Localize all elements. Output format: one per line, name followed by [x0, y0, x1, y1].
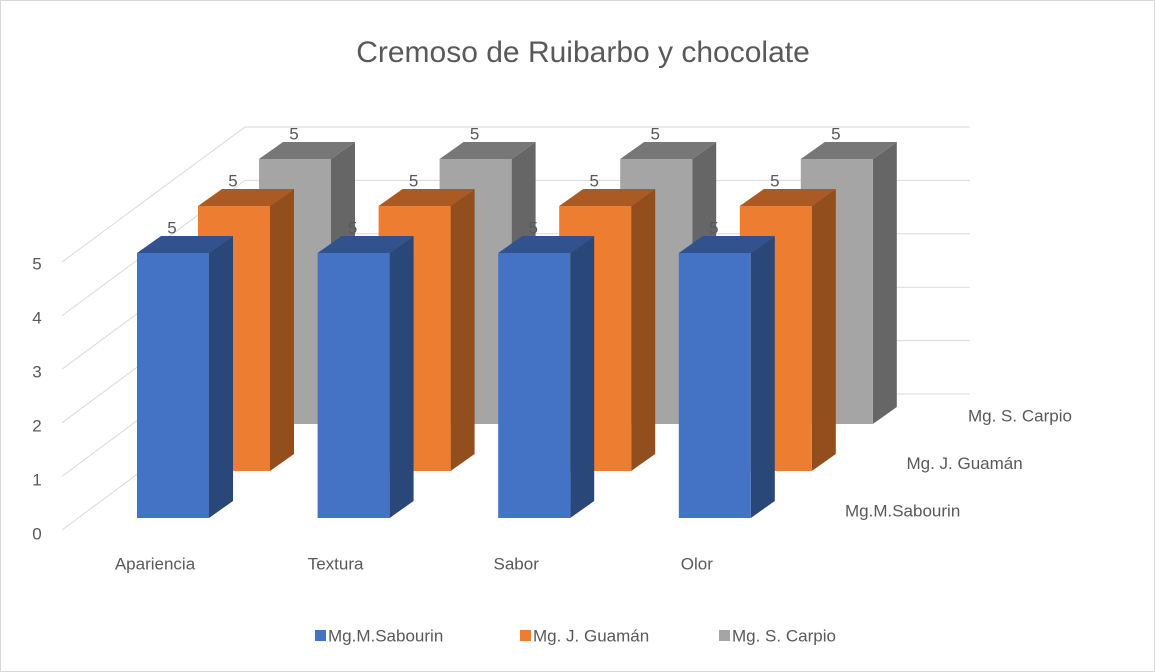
bar-top [800, 142, 897, 159]
data-label: 5 [167, 218, 176, 237]
data-label: 5 [831, 124, 840, 143]
y-tick-label: 0 [32, 524, 41, 543]
data-label: 5 [289, 124, 298, 143]
grid-line [61, 126, 970, 263]
x-tick-label: Textura [308, 554, 364, 573]
bar-side [570, 236, 595, 518]
y-tick-label: 3 [32, 362, 41, 381]
grid-line [61, 179, 970, 317]
depth-axis-label: Mg. J. Guamán [907, 454, 1023, 473]
data-label: 5 [409, 171, 418, 190]
legend-label: Mg.M.Sabourin [328, 626, 443, 645]
bar-front [137, 253, 209, 518]
bar-side [209, 236, 233, 518]
bar-top [739, 189, 836, 206]
bar-top [378, 189, 475, 206]
depth-axis-label: Mg. S. Carpio [968, 406, 1072, 425]
legend-label: Mg. J. Guamán [533, 626, 649, 645]
bar-front [498, 253, 571, 518]
data-label: 5 [650, 124, 659, 143]
bar-top [317, 236, 414, 253]
bar-top [498, 236, 595, 253]
y-tick-label: 5 [32, 254, 41, 273]
bar-top [439, 142, 536, 159]
y-tick-label: 2 [32, 416, 41, 435]
bar-top [259, 142, 355, 159]
bar-top [559, 189, 656, 206]
data-label: 5 [709, 218, 718, 237]
y-tick-label: 1 [32, 470, 41, 489]
depth-axis-label: Mg.M.Sabourin [845, 501, 960, 520]
bar-top [620, 142, 717, 159]
bar-front [317, 253, 390, 518]
data-label: 5 [528, 218, 537, 237]
bar-side [631, 189, 656, 471]
legend-swatch [520, 630, 531, 641]
bar-side [270, 189, 294, 471]
bar-side [389, 236, 414, 518]
bar [137, 236, 233, 518]
legend-label: Mg. S. Carpio [732, 626, 836, 645]
bar-top [137, 236, 233, 253]
bar-front [678, 253, 751, 518]
data-label: 5 [589, 171, 598, 190]
data-label: 5 [348, 218, 357, 237]
y-tick-label: 4 [32, 308, 41, 327]
x-tick-label: Sabor [494, 554, 540, 573]
data-label: 5 [228, 171, 237, 190]
data-label: 5 [770, 171, 779, 190]
bar-side [811, 189, 836, 471]
x-tick-label: Apariencia [115, 554, 196, 573]
bar-side [872, 142, 897, 424]
bar-top [198, 189, 294, 206]
bar-side [750, 236, 775, 518]
chart-title: Cremoso de Ruibarbo y chocolate [356, 36, 810, 69]
bar [317, 236, 414, 518]
legend-swatch [719, 630, 730, 641]
bar-side [450, 189, 475, 471]
data-label: 5 [470, 124, 479, 143]
legend-swatch [315, 630, 326, 641]
bar [678, 236, 775, 518]
x-tick-label: Olor [681, 554, 713, 573]
bar-top [678, 236, 775, 253]
bar [498, 236, 595, 518]
